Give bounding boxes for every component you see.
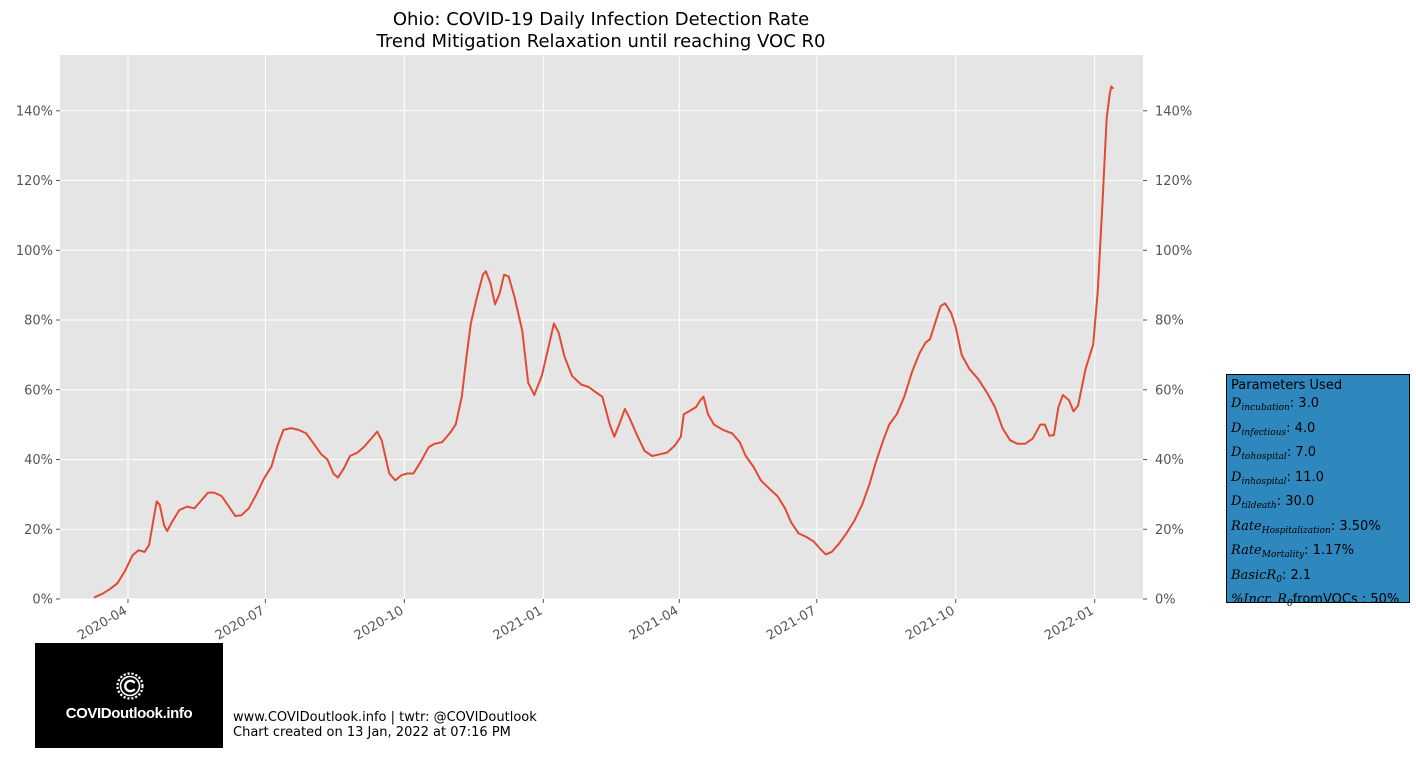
parameter-row: Dincubation: 3.0 <box>1231 394 1405 419</box>
x-tick-label: 2020-04 <box>75 603 130 643</box>
parameter-symbol: Rate <box>1231 543 1262 558</box>
parameter-value: : 3.0 <box>1289 396 1319 411</box>
parameter-symbol: BasicR <box>1231 567 1277 583</box>
parameter-row: RateHospitalization: 3.50% <box>1231 517 1405 542</box>
parameter-symbol: D <box>1231 420 1242 436</box>
y-tick-label-right: 20% <box>1155 523 1184 538</box>
y-tick-label-right: 140% <box>1155 104 1192 119</box>
y-tick-label-right: 80% <box>1155 314 1184 329</box>
x-tick-label: 2022-01 <box>1042 603 1097 643</box>
parameter-value: : 1.17% <box>1304 543 1354 558</box>
parameter-row: Dtildeath: 30.0 <box>1231 492 1405 517</box>
parameter-symbol: Rate <box>1231 518 1262 534</box>
y-tick-label: 60% <box>24 383 53 398</box>
y-tick-label: 20% <box>24 523 53 538</box>
parameter-subscript: infectious <box>1241 427 1287 438</box>
parameter-subscript: 0 <box>1276 574 1282 585</box>
parameter-value: : 4.0 <box>1286 420 1316 436</box>
parameter-row: %Incr. R0fromVOCs : 50% <box>1231 590 1405 615</box>
footer-website: www.COVIDoutlook.info | twtr: @COVIDoutl… <box>233 710 537 725</box>
footer-created-date: Chart created on 13 Jan, 2022 at 07:16 P… <box>233 725 511 740</box>
parameter-value: : 7.0 <box>1286 445 1316 460</box>
parameter-symbol: D <box>1231 494 1242 509</box>
parameter-subscript: Mortality <box>1261 550 1305 560</box>
parameter-subscript: tohospital <box>1241 452 1287 462</box>
parameter-value: : 30.0 <box>1276 494 1315 509</box>
x-tick-label: 2021-01 <box>491 603 546 643</box>
parameter-value: : 3.50% <box>1330 518 1381 534</box>
parameter-subscript: Hospitalization <box>1261 525 1331 536</box>
parameter-symbol: D <box>1231 396 1242 411</box>
virus-icon <box>116 672 144 700</box>
y-tick-label: 80% <box>24 314 53 329</box>
x-tick-label: 2020-10 <box>352 603 407 643</box>
parameter-value: fromVOCs : 50% <box>1292 592 1400 607</box>
y-tick-label: 40% <box>24 453 53 468</box>
y-tick-label-right: 0% <box>1155 593 1176 608</box>
series-line <box>93 85 1114 599</box>
parameter-value: : 2.1 <box>1281 567 1312 583</box>
parameter-subscript: tildeath <box>1241 501 1277 511</box>
y-tick-label: 120% <box>16 174 53 189</box>
x-tick-label: 2021-10 <box>903 603 958 643</box>
y-tick-label: 100% <box>16 244 53 259</box>
chart-title-line-1: Ohio: COVID-19 Daily Infection Detection… <box>393 9 809 30</box>
y-tick-label: 140% <box>16 104 53 119</box>
parameter-row: RateMortality: 1.17% <box>1231 541 1405 566</box>
parameter-subscript: incubation <box>1241 403 1290 413</box>
parameter-symbol: %Incr. R <box>1231 592 1287 607</box>
logo-text: COVIDoutlook.info <box>65 705 193 722</box>
parameter-symbol: D <box>1231 469 1242 485</box>
footer-credits: www.COVIDoutlook.info | twtr: @COVIDoutl… <box>233 710 537 740</box>
parameter-row: Dtohospital: 7.0 <box>1231 443 1405 468</box>
y-tick-label: 0% <box>32 593 53 608</box>
parameters-title: Parameters Used <box>1231 378 1343 393</box>
parameter-row: BasicR0: 2.1 <box>1231 566 1405 591</box>
parameter-subscript: 0 <box>1286 599 1293 609</box>
chart-title-line-2: Trend Mitigation Relaxation until reachi… <box>376 31 826 52</box>
plot-area <box>60 55 1143 599</box>
x-tick-label: 2021-07 <box>764 603 819 643</box>
parameter-row: Dinhospital: 11.0 <box>1231 468 1405 493</box>
parameter-row: Dinfectious: 4.0 <box>1231 419 1405 444</box>
parameters-box: Parameters Used Dincubation: 3.0 Dinfecti… <box>1226 374 1410 609</box>
covidoutlook-logo: COVIDoutlook.info <box>35 643 223 748</box>
y-tick-label-right: 40% <box>1155 453 1184 468</box>
parameter-subscript: inhospital <box>1241 476 1287 487</box>
parameter-value: : 11.0 <box>1286 469 1324 485</box>
parameter-symbol: D <box>1231 445 1242 460</box>
x-tick-label: 2021-04 <box>627 603 682 643</box>
y-tick-label-right: 100% <box>1155 244 1192 259</box>
x-tick-label: 2020-07 <box>213 603 268 643</box>
parameters-list: Dincubation: 3.0 Dinfectious: 4.0 Dtohospi… <box>1231 394 1405 615</box>
y-tick-label-right: 60% <box>1155 383 1184 398</box>
y-tick-label-right: 120% <box>1155 174 1192 189</box>
